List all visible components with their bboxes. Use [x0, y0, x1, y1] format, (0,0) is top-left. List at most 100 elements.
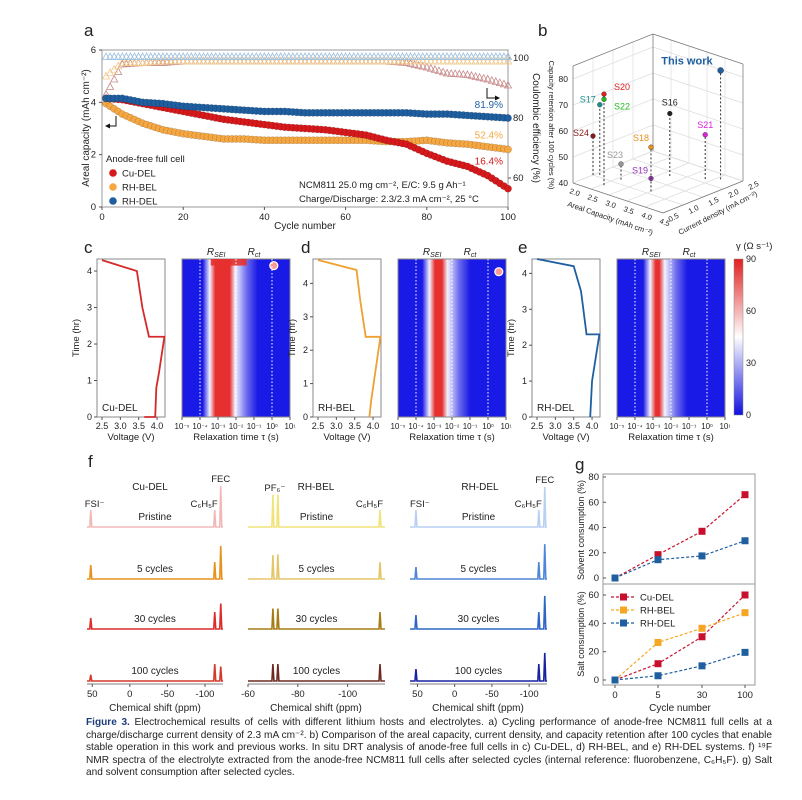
a-ce-point-rh-del	[231, 52, 241, 60]
g-y-tick-label: 40	[588, 523, 599, 534]
b-z-tick-label: 80	[559, 74, 569, 84]
a-ce-point-rh-bel	[292, 56, 302, 65]
g-data-point-cu-del	[654, 551, 662, 559]
a-ce-point-rh-bel	[487, 56, 496, 65]
a-ce-point-rh-bel	[304, 56, 314, 65]
a-ce-point-rh-bel	[296, 56, 306, 65]
system-label: RH-DEL	[537, 403, 575, 414]
a-ce-point-rh-bel	[300, 56, 310, 65]
tau-tick-exponent: ⁻¹	[256, 424, 262, 431]
a-ce-point-rh-del	[410, 52, 419, 60]
a-ce-point-rh-bel	[410, 56, 419, 65]
a-ce-point-rh-bel	[122, 58, 131, 66]
time-tick-label: 2	[522, 340, 527, 350]
nmr-cycle-label: 5 cycles	[298, 564, 334, 575]
a-y-tick-label: 6	[91, 45, 96, 56]
a-ce-point-cu-del	[487, 75, 496, 84]
a-right-axis-arrow	[486, 88, 496, 99]
a-legend-label: RH-BEL	[122, 183, 157, 194]
nmr-cycle-label: 5 cycles	[137, 564, 173, 575]
panel-label-b: b	[538, 21, 547, 40]
a-ce-point-rh-del	[284, 52, 293, 60]
tau-tick-label: 10¹	[500, 422, 512, 431]
time-tick-label: 0	[522, 412, 527, 422]
voltage-tick-label: 3.0	[549, 421, 562, 431]
a-ce-point-rh-del	[434, 52, 444, 60]
a-ce-point-rh-bel	[491, 56, 500, 65]
g-y-tick-label: 20	[588, 548, 599, 559]
time-axis-title: Time (hr)	[506, 319, 517, 357]
a-ce-point-rh-del	[162, 52, 172, 60]
a-ce-point-rh-bel	[227, 56, 237, 65]
tau-tick-base: 10	[247, 422, 256, 431]
a-legend-title: Anode-free full cell	[106, 154, 185, 165]
a-ce-point-rh-bel	[268, 56, 277, 65]
a-ce-point-rh-bel	[191, 56, 200, 65]
nmr-spectrum	[248, 663, 385, 682]
a-ce-point-rh-bel	[211, 56, 220, 65]
a-ce-point-rh-bel	[333, 56, 342, 65]
a-ce-point-rh-del	[260, 52, 269, 60]
g-data-point-rh-del	[741, 648, 749, 656]
rsei-label-sub: SEI	[214, 252, 225, 259]
time-tick-label: 4	[303, 278, 308, 288]
a-ce-point-rh-bel	[386, 56, 395, 65]
nmr-spectrum	[410, 595, 547, 630]
a-ce-point-rh-bel	[382, 56, 391, 65]
a-ce-point-rh-del	[207, 52, 216, 60]
a-ce-point-rh-bel	[280, 56, 289, 65]
b-grid-line	[652, 150, 744, 182]
g-data-point-rh-bel	[741, 609, 749, 617]
a-ce-point-rh-bel	[418, 56, 427, 65]
b-point-label: S18	[633, 133, 649, 143]
voltage-tick-label: 4.0	[367, 421, 380, 431]
tau-tick-exponent: ⁻⁴	[417, 424, 423, 431]
a-ce-point-rh-del	[475, 52, 484, 60]
tau-tick-label: 10⁻⁴	[192, 422, 207, 431]
drt-heatmap	[181, 258, 291, 418]
a-ce-point-cu-del	[418, 61, 427, 70]
a-ce-point-rh-bel	[377, 56, 387, 65]
tau-axis-title: Relaxation time τ (s)	[409, 432, 495, 443]
a-ce-point-rh-del	[130, 52, 139, 60]
voltage-tick-label: 2.5	[531, 421, 544, 431]
time-tick-label: 1	[522, 376, 527, 386]
a-ce-point-rh-del	[337, 52, 346, 60]
a-ce-point-rh-del	[150, 52, 159, 60]
nmr-spectrum	[410, 652, 547, 682]
b-point-label: S16	[662, 98, 678, 108]
a-ce-point-rh-bel	[248, 56, 257, 65]
a-ce-point-rh-bel	[357, 56, 367, 65]
f-x-axis-title-3: Chemical shift (ppm)	[432, 703, 524, 714]
tau-tick-exponent: ⁻²	[238, 424, 244, 431]
g-x-tick-label: 5	[655, 690, 660, 701]
a-x-axis-title: Cycle number	[274, 221, 336, 232]
b-box-edge	[572, 182, 664, 214]
a-ce-point-rh-del	[353, 52, 362, 60]
a-ce-point-rh-del	[126, 52, 135, 60]
a-legend-label: RH-DEL	[122, 197, 157, 208]
voltage-tick-label: 3.5	[348, 421, 361, 431]
a-ce-point-cu-del	[499, 79, 509, 88]
a-ce-point-rh-bel	[446, 56, 456, 65]
a-ce-point-rh-bel	[235, 56, 245, 65]
a-ce-point-cu-del	[471, 71, 480, 80]
g-x-axis-title: Cycle number	[649, 703, 711, 714]
a-ce-point-rh-bel	[118, 58, 127, 66]
tau-tick-exponent: ¹	[293, 424, 296, 431]
nmr-stack-rh-bel: RH-BEL Pristine 5 cycles 30 cycles 100 cycle…	[241, 482, 385, 700]
voltage-time-curve	[317, 259, 382, 418]
g-top-plot-frame	[602, 473, 756, 585]
nmr-spectrum	[87, 486, 223, 528]
system-label: RH-BEL	[318, 403, 355, 414]
a-ce-point-rh-bel	[402, 56, 411, 65]
tau-tick-exponent: ⁰	[710, 423, 713, 431]
time-tick-label: 2	[303, 345, 308, 355]
nmr-x-tick-label: -50	[161, 689, 175, 700]
a-ce-point-rh-del	[138, 52, 147, 60]
a-y-tick-label: 0	[91, 202, 96, 213]
tau-tick-exponent: ⁻²	[673, 424, 679, 431]
a-ce-point-rh-del	[292, 52, 302, 60]
tau-tick-label: 10⁻⁴	[627, 422, 642, 431]
nmr-cycle-label: 30 cycles	[134, 614, 176, 625]
